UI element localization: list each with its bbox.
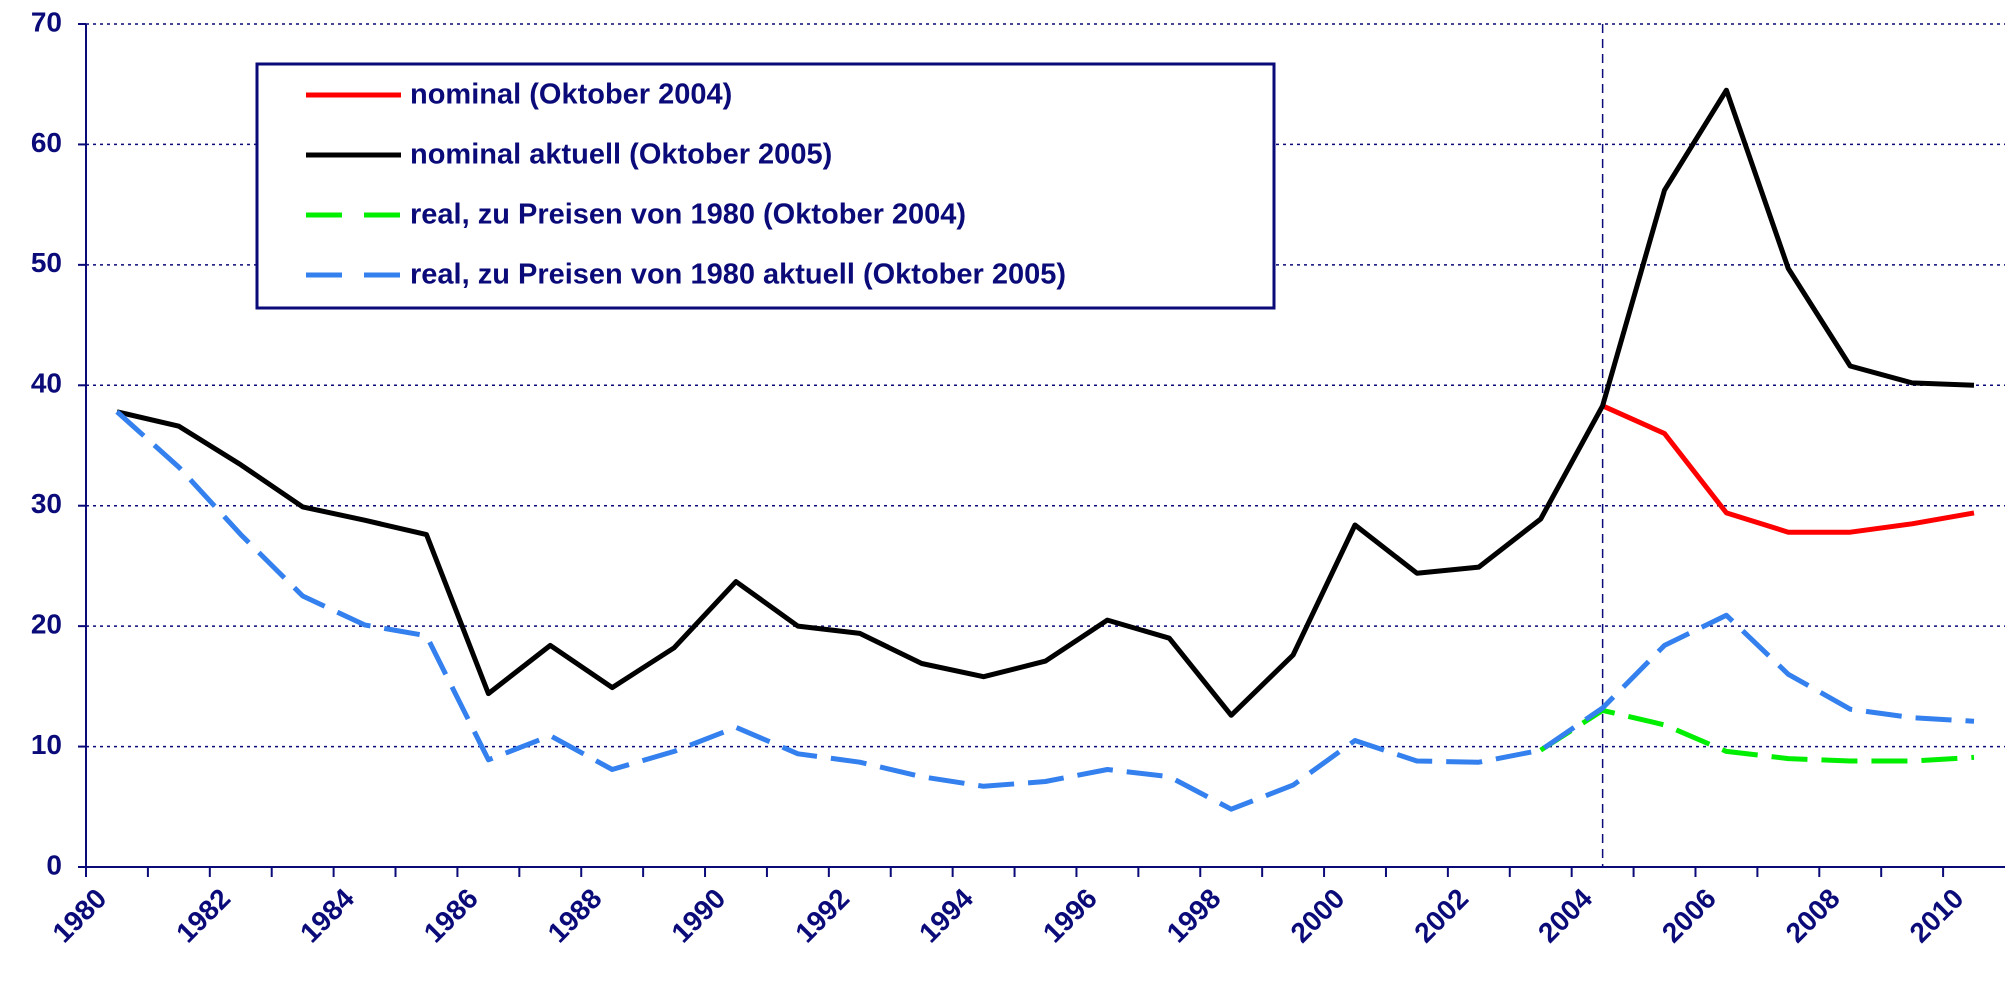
series-line <box>116 87 1975 718</box>
legend-label: real, zu Preisen von 1980 aktuell (Oktob… <box>410 259 1066 291</box>
x-tick-label: 2010 <box>1904 883 1970 949</box>
x-tick-label: 1980 <box>46 883 112 949</box>
x-tick-label: 2004 <box>1532 882 1598 948</box>
y-tick-label: 70 <box>31 6 62 37</box>
x-tick-label: 1992 <box>789 883 855 949</box>
x-tick-label: 1990 <box>665 883 731 949</box>
x-tick-label: 1996 <box>1037 883 1103 949</box>
y-tick-label: 0 <box>46 849 62 880</box>
legend-label: nominal (Oktober 2004) <box>410 79 732 111</box>
series-line <box>1539 707 1975 764</box>
y-tick-label: 20 <box>31 609 62 640</box>
series-line <box>1601 403 1975 535</box>
y-tick-label: 10 <box>31 729 62 760</box>
x-tick-label: 1994 <box>913 882 979 948</box>
x-tick-label: 1984 <box>294 882 360 948</box>
x-tick-label: 1988 <box>542 883 608 949</box>
y-tick-label: 60 <box>31 127 62 158</box>
y-tick-label: 50 <box>31 247 62 278</box>
series-line <box>115 409 1975 812</box>
x-tick-label: 1998 <box>1161 883 1227 949</box>
y-tick-label: 40 <box>31 368 62 399</box>
x-tick-label: 1982 <box>170 883 236 949</box>
x-tick-label: 2006 <box>1656 883 1722 949</box>
x-tick-label: 2008 <box>1780 883 1846 949</box>
x-tick-label: 2002 <box>1408 883 1474 949</box>
legend-box <box>255 62 1276 310</box>
legend-label: real, zu Preisen von 1980 (Oktober 2004) <box>410 199 966 231</box>
x-tick-label: 1986 <box>418 883 484 949</box>
legend-label: nominal aktuell (Oktober 2005) <box>410 139 832 171</box>
y-tick-label: 30 <box>31 488 62 519</box>
x-tick-label: 2000 <box>1285 883 1351 949</box>
